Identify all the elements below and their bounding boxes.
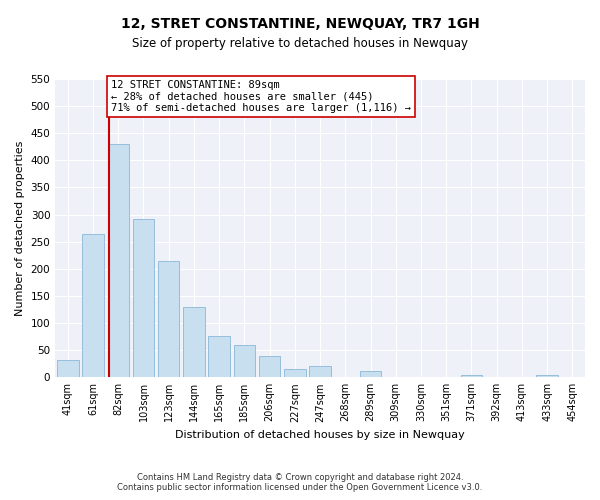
Text: Contains HM Land Registry data © Crown copyright and database right 2024.
Contai: Contains HM Land Registry data © Crown c… <box>118 473 482 492</box>
Bar <box>158 261 179 378</box>
Bar <box>57 360 79 378</box>
Bar <box>360 372 381 378</box>
Bar <box>461 374 482 378</box>
Y-axis label: Number of detached properties: Number of detached properties <box>15 140 25 316</box>
Bar <box>82 234 104 378</box>
Text: 12, STRET CONSTANTINE, NEWQUAY, TR7 1GH: 12, STRET CONSTANTINE, NEWQUAY, TR7 1GH <box>121 18 479 32</box>
Bar <box>259 356 280 378</box>
X-axis label: Distribution of detached houses by size in Newquay: Distribution of detached houses by size … <box>175 430 465 440</box>
Bar <box>208 336 230 378</box>
Bar <box>310 366 331 378</box>
Bar <box>183 307 205 378</box>
Bar <box>133 219 154 378</box>
Text: 12 STRET CONSTANTINE: 89sqm
← 28% of detached houses are smaller (445)
71% of se: 12 STRET CONSTANTINE: 89sqm ← 28% of det… <box>112 80 412 114</box>
Text: Size of property relative to detached houses in Newquay: Size of property relative to detached ho… <box>132 38 468 51</box>
Bar <box>284 369 305 378</box>
Bar <box>107 144 129 378</box>
Bar <box>233 346 255 378</box>
Bar <box>536 374 558 378</box>
